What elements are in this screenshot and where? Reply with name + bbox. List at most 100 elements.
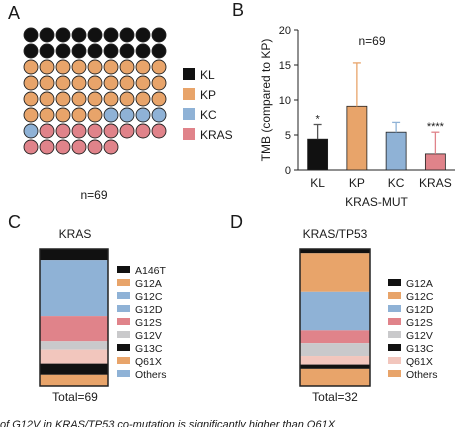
legend-swatch-g12d [388,305,401,312]
waffle-dot-kl [135,27,151,43]
stack-c-total: Total=69 [52,390,98,404]
waffle-dot-kras [71,139,87,155]
legend-swatch-q61x [117,357,130,364]
waffle-dot-kl [87,27,103,43]
waffle-dot-kp [39,107,55,123]
bar-chart-title: n=69 [358,34,385,48]
legend-label-g12s: G12S [135,317,162,329]
legend-swatch-g12a [388,279,401,286]
waffle-dot-kp [55,75,71,91]
legend-label-kc: KC [200,108,217,122]
legend-label-others: Others [135,369,167,381]
waffle-dot-kp [87,107,103,123]
waffle-dot-kras [23,139,39,155]
stack-outline [299,248,371,387]
legend-swatch-g12c [117,292,130,299]
waffle-dot-kras [103,123,119,139]
waffle-dot-kp [87,91,103,107]
waffle-dot-kl [119,43,135,59]
y-tick-label: 15 [279,60,291,72]
legend-swatch-g12a [117,279,130,286]
panel-c-letter: C [8,212,21,232]
waffle-dot-kp [135,91,151,107]
legend-swatch-g13c [388,344,401,351]
waffle-grid [23,27,167,155]
waffle-dot-kl [103,43,119,59]
waffle-dot-kp [39,91,55,107]
segment-q61x [40,349,108,364]
segment-others [40,374,108,386]
segment-g12v [300,343,370,357]
waffle-dot-kras [55,123,71,139]
y-tick-label: 10 [279,95,291,107]
waffle-dot-kp [103,75,119,91]
segment-g13c [300,364,370,369]
stack-c-title: KRAS [59,227,92,241]
waffle-dot-kp [151,59,167,75]
legend-swatch-kl [183,68,195,80]
waffle-legend: KL KP KC KRAS [183,68,233,142]
legend-swatch-others [388,370,401,377]
x-tick-label-kras: KRAS [419,176,452,190]
bar-kl [307,138,329,171]
segment-g12v [40,341,108,350]
waffle-dot-kp [151,91,167,107]
waffle-dot-kl [151,43,167,59]
x-tick-label-kc: KC [388,176,405,190]
y-tick-label: 5 [285,130,291,142]
legend-label-q61x: Q61X [406,356,433,368]
x-axis-label: KRAS-MUT [345,195,408,209]
x-tick-label-kp: KP [349,176,365,190]
segment-others [300,368,370,386]
waffle-n-label: n=69 [80,188,107,202]
waffle-dot-kp [55,107,71,123]
waffle-dot-kp [135,59,151,75]
waffle-dot-kp [151,75,167,91]
waffle-dot-kc [103,107,119,123]
segment-g12a [40,249,108,261]
tmb-bar-chart: 0 5 10 15 20 TMB (compared to KP) * KL KP KC **** K… [259,25,455,209]
waffle-dot-kl [87,43,103,59]
segment-g12s [40,316,108,342]
legend-swatch-g12c [388,292,401,299]
legend-label-g13c: G13C [406,343,434,355]
waffle-dot-kras [87,123,103,139]
legend-swatch-kp [183,88,195,100]
segment-g12d [40,260,108,317]
waffle-dot-kc [119,107,135,123]
panel-b-letter: B [232,0,244,20]
waffle-dot-kp [23,75,39,91]
waffle-dot-kl [119,27,135,43]
y-tick-label: 0 [285,165,291,177]
legend-swatch-g12s [117,318,130,325]
legend-label-others: Others [406,369,438,381]
legend-label-g12a: G12A [406,278,433,290]
legend-label-g12d: G12D [135,304,163,316]
significance-kl: * [315,114,320,126]
legend-swatch-kras [183,128,195,140]
legend-swatch-g12d [117,305,130,312]
segment-q61x [300,356,370,365]
waffle-dot-kp [55,91,71,107]
waffle-dot-kp [71,91,87,107]
panel-a-letter: A [8,3,20,23]
waffle-dot-kp [39,59,55,75]
segment-g12c [300,253,370,292]
waffle-dot-kl [39,27,55,43]
legend-swatch-others [117,370,130,377]
stack-d-bar [299,248,371,387]
bar-kras [424,153,446,171]
panel-d-letter: D [230,212,243,232]
bar-kp [346,105,368,171]
legend-label-g12c: G12C [135,291,163,303]
legend-label-q61x: Q61X [135,356,162,368]
waffle-dot-kp [23,59,39,75]
waffle-dot-kl [55,43,71,59]
segment-g12d [300,291,370,331]
waffle-dot-kras [135,123,151,139]
segment-a146t [40,363,108,375]
legend-swatch-q61x [388,357,401,364]
significance-kras: **** [427,121,445,133]
segment-g12s [300,330,370,344]
